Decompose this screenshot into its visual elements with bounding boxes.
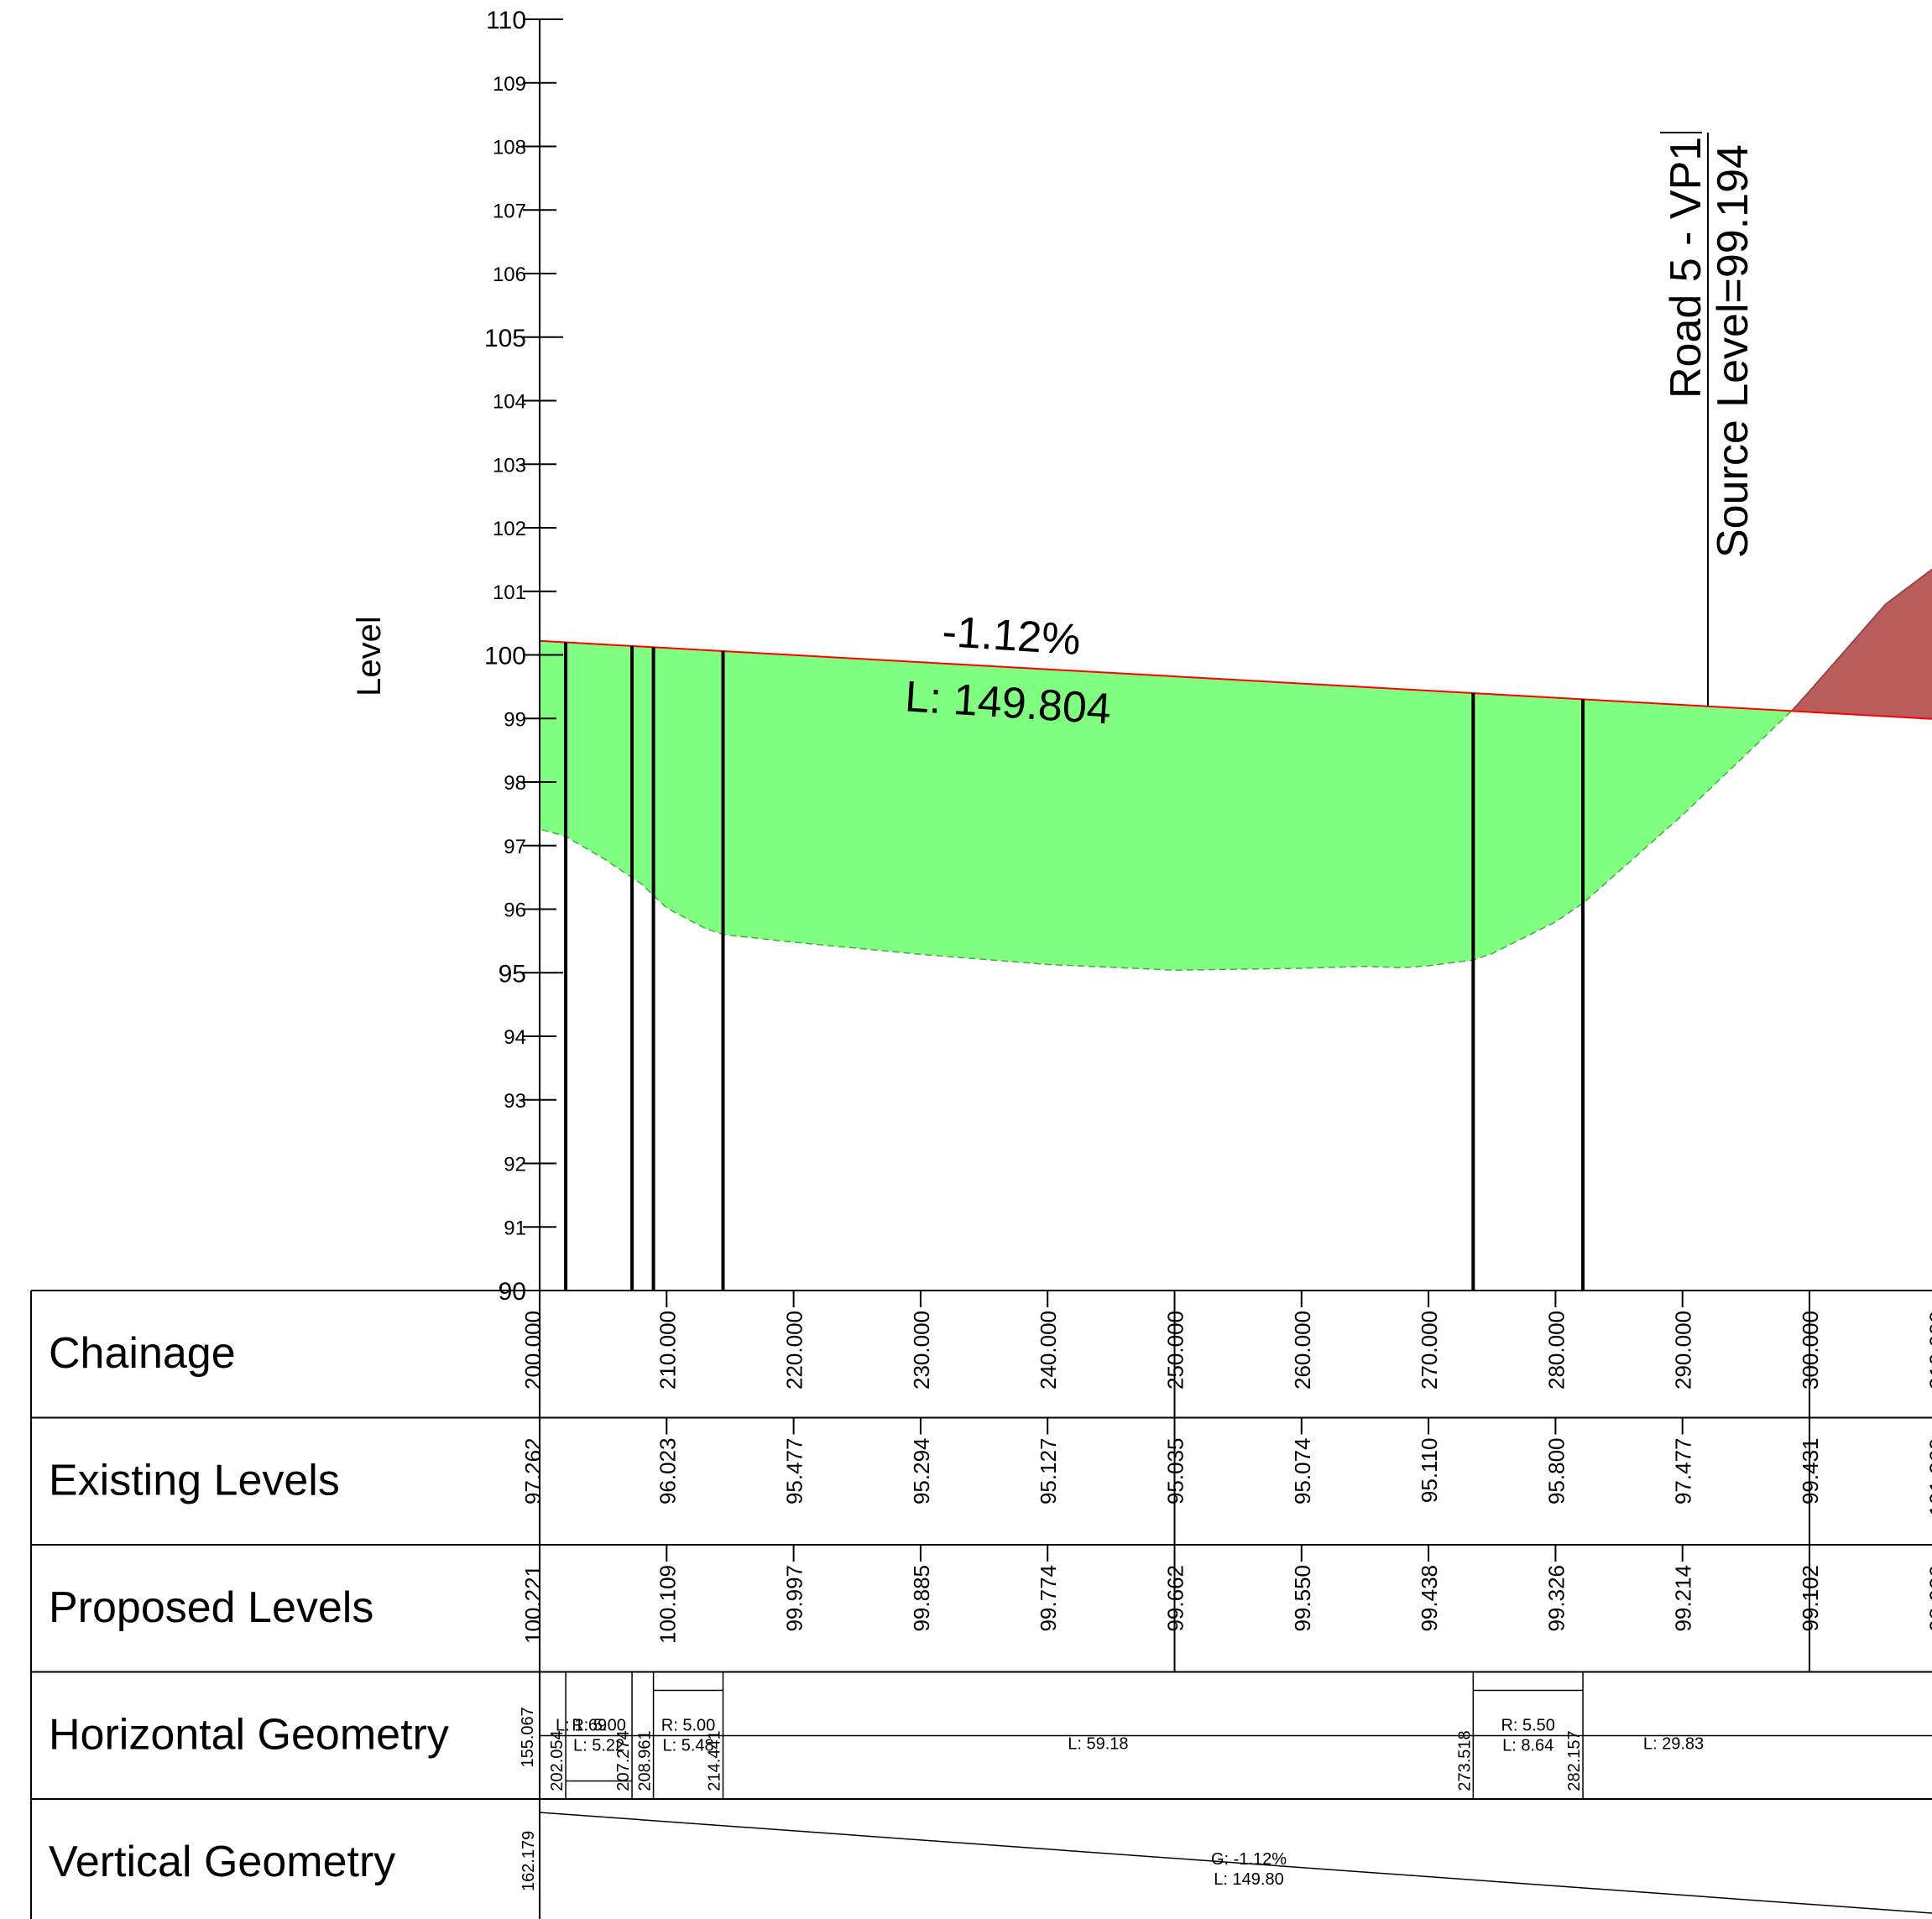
existing-value: 95.294 [909,1438,934,1505]
proposed-value: 99.774 [1036,1565,1061,1632]
chainage-value: 300.000 [1798,1311,1823,1390]
horizontal-arc-radius: R: 5.00 [572,1717,625,1735]
cut-area [1789,568,1932,720]
existing-value: 95.477 [782,1438,807,1505]
horizontal-arc-length: L: 8.64 [1502,1737,1553,1755]
horizontal-straight-length: L: 1.69 [556,1717,607,1735]
chainage-value: 210.000 [655,1311,680,1390]
y-tick-label: 98 [504,772,526,795]
proposed-value: 99.997 [782,1565,807,1632]
y-tick-label: 106 [493,263,526,286]
chainage-value: 230.000 [909,1311,934,1390]
level-axis: 110 109 108 107 106 105 104 103 102 101 100 99 98 97 9… [484,7,563,1306]
grade-percent-label: -1.12% [941,608,1082,665]
chainage-value: 270.000 [1417,1311,1442,1390]
fill-area [539,639,1794,971]
proposed-value: 100.221 [520,1565,546,1644]
proposed-value: 99.214 [1671,1565,1696,1632]
horizontal-station-value: 273.518 [1455,1730,1474,1791]
chainage-value: 240.000 [1036,1311,1061,1390]
existing-value: 95.127 [1036,1438,1061,1505]
y-tick-label: 103 [493,454,526,477]
proposed-value: 99.102 [1798,1565,1823,1632]
horizontal-arc-radius: R: 5.50 [1501,1717,1554,1735]
profile-lines [539,132,1932,1291]
horizontal-start-value: 155.067 [519,1707,537,1767]
existing-value: 95.800 [1543,1438,1569,1505]
y-tick-label: 104 [493,391,526,414]
vertical-grade-value: G: -1.12% [1211,1850,1287,1869]
y-axis-title: Level [351,616,388,696]
horizontal-arc-length: L: 5.22 [573,1737,624,1755]
chainage-value: 220.000 [782,1311,807,1390]
chainage-value: 280.000 [1543,1311,1569,1390]
y-tick-label: 94 [504,1026,526,1049]
horizontal-station-value: 207.274 [614,1730,633,1791]
proposed-design-line [539,639,1932,720]
existing-value: 96.023 [655,1438,680,1505]
chainage-value: 200.000 [520,1311,546,1390]
proposed-value: 98.990 [1924,1565,1932,1632]
proposed-value: 100.109 [655,1565,680,1644]
chainage-value: 250.000 [1163,1311,1188,1390]
horizontal-arc-length: L: 5.48 [662,1737,713,1755]
y-tick-label: 91 [504,1217,526,1239]
y-tick-label: 100 [484,643,526,670]
horizontal-station-value: 282.157 [1565,1730,1584,1791]
proposed-value: 99.885 [909,1565,934,1632]
band-label-vertical: Vertical Geometry [49,1838,395,1886]
data-bands-table: Chainage Existing Levels Proposed Levels Ho… [30,1290,1932,1919]
y-tick-label: 96 [504,900,526,922]
proposed-value: 99.438 [1417,1565,1442,1632]
proposed-value: 99.550 [1290,1565,1315,1632]
y-tick-label: 90 [499,1278,526,1306]
horizontal-station-value: 208.961 [636,1730,655,1791]
vertical-length-value: L: 149.80 [1214,1870,1283,1889]
existing-value: 95.035 [1163,1438,1188,1505]
chainage-value: 290.000 [1671,1311,1696,1390]
y-tick-label: 107 [493,200,526,222]
y-tick-label: 108 [493,137,526,159]
vertical-grade-line [539,1812,1932,1914]
y-tick-label: 99 [504,708,526,731]
band-label-proposed: Proposed Levels [49,1583,373,1632]
y-tick-label: 101 [493,581,526,604]
horizontal-station-value: 202.054 [548,1730,567,1791]
y-tick-label: 95 [499,960,526,988]
chainage-value: 310.000 [1924,1311,1932,1390]
y-tick-label: 93 [504,1090,526,1113]
profile-annotations: Level -1.12% L: 149.804 Road 5 - VP1 Sou… [351,137,1757,734]
band-label-existing: Existing Levels [49,1457,340,1505]
y-tick-label: 102 [493,518,526,540]
y-tick-label: 92 [504,1154,526,1176]
y-tick-label: 110 [486,7,526,34]
horizontal-station-value: 214.441 [705,1730,723,1791]
existing-value: 97.262 [520,1438,546,1505]
existing-value: 101.369 [1924,1438,1932,1517]
vertical-point-name: Road 5 - VP1 [1662,137,1710,399]
horizontal-straight-length: L: 29.83 [1643,1735,1704,1754]
vertical-start-value: 162.179 [520,1831,538,1891]
existing-value: 99.431 [1798,1438,1823,1505]
band-label-chainage: Chainage [49,1329,236,1378]
y-tick-label: 97 [504,836,526,858]
chainage-value: 260.000 [1290,1311,1315,1390]
band-label-horizontal: Horizontal Geometry [49,1711,449,1760]
existing-value: 95.110 [1417,1438,1442,1504]
vertical-point-source-level: Source Level=99.194 [1709,144,1757,558]
proposed-value: 99.326 [1543,1565,1569,1632]
horizontal-arc-radius: R: 5.00 [661,1717,715,1735]
y-tick-label: 105 [484,325,526,352]
cut-fill-areas [539,568,1932,971]
y-tick-label: 109 [493,73,526,96]
proposed-value: 99.662 [1163,1565,1188,1632]
existing-value: 97.477 [1671,1438,1696,1505]
existing-value: 95.074 [1290,1438,1315,1505]
horizontal-straight-length: L: 59.18 [1068,1735,1128,1754]
